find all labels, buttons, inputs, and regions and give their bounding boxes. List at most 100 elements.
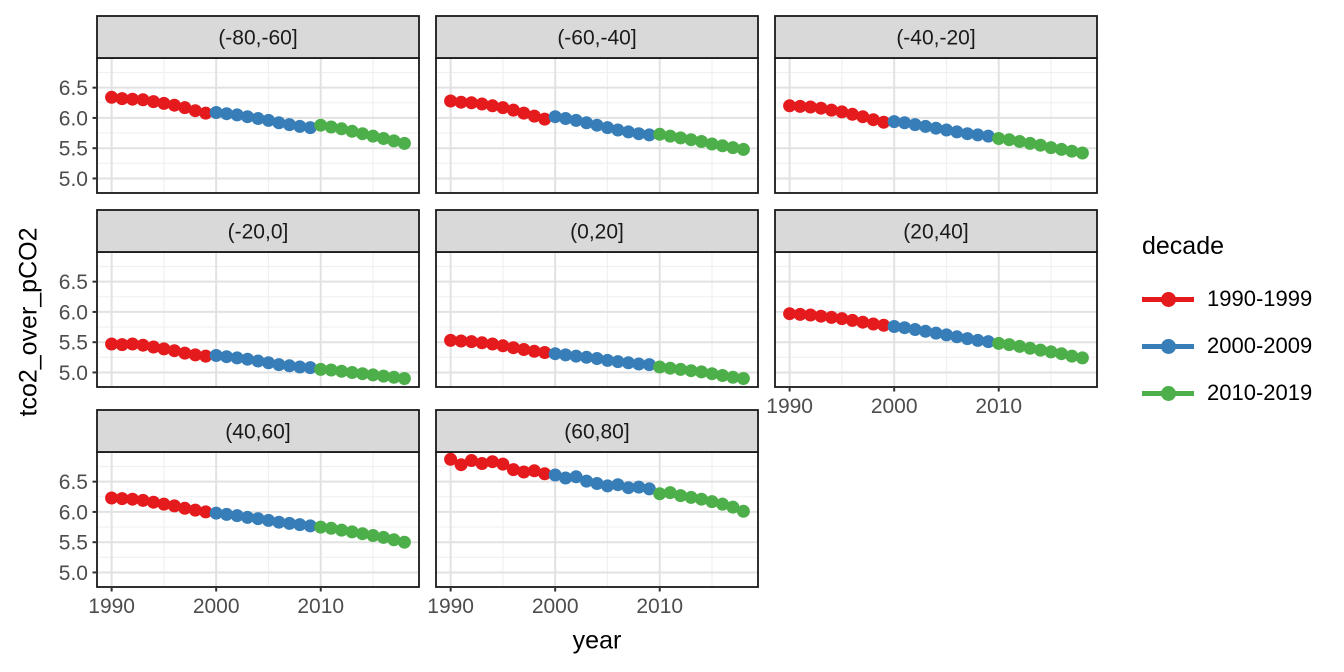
facet-strip-label: (-80,-60] — [218, 27, 297, 50]
data-point — [877, 115, 891, 129]
y-tick-label: 6.0 — [59, 501, 88, 524]
data-point — [506, 341, 520, 355]
y-tick-label: 5.5 — [59, 332, 88, 355]
facet-strip-label: (-20,0] — [228, 221, 289, 244]
data-point — [611, 123, 625, 137]
data-point — [345, 525, 359, 539]
data-point — [335, 122, 349, 136]
data-point — [366, 368, 380, 382]
data-point — [793, 307, 807, 321]
data-point — [105, 337, 119, 351]
legend-label: 2000-2009 — [1207, 333, 1313, 358]
data-point — [303, 519, 317, 533]
data-point — [444, 452, 458, 466]
data-point — [569, 113, 583, 127]
data-point — [538, 112, 552, 126]
data-point — [684, 133, 698, 147]
data-point — [856, 110, 870, 124]
data-point — [783, 307, 797, 321]
data-point — [486, 455, 499, 469]
data-point — [1044, 345, 1058, 359]
data-point — [1013, 135, 1027, 148]
legend-item-2010-2019: 2010-2019 — [1142, 379, 1312, 407]
data-point — [601, 121, 614, 135]
data-point — [262, 513, 275, 527]
x-tick-label: 1990 — [427, 595, 474, 618]
data-point — [632, 357, 646, 371]
data-point — [866, 317, 880, 331]
data-point — [454, 95, 468, 109]
data-point — [115, 338, 129, 352]
data-point — [230, 351, 244, 365]
data-point — [147, 495, 160, 509]
data-point — [282, 118, 296, 132]
data-point — [178, 346, 192, 360]
data-point — [736, 142, 750, 156]
y-tick-label: 6.5 — [59, 271, 88, 294]
data-point — [178, 501, 192, 515]
data-point — [981, 129, 995, 143]
legend-key-line-dot-icon — [1142, 285, 1194, 313]
x-tick-label: 1990 — [88, 595, 135, 618]
facet-points — [783, 307, 1089, 365]
data-point — [695, 492, 708, 506]
data-point — [272, 515, 286, 529]
data-point — [726, 370, 740, 384]
data-point — [136, 493, 150, 507]
data-point — [251, 112, 265, 125]
data-point — [601, 479, 614, 493]
data-point — [293, 518, 307, 532]
data-point — [397, 136, 411, 150]
x-tick-label: 2010 — [297, 595, 344, 618]
data-point — [716, 497, 729, 511]
data-point — [496, 457, 510, 471]
facet-(-60,-40]: (-60,-40] — [435, 15, 759, 194]
data-point — [105, 491, 119, 505]
data-point — [282, 516, 296, 530]
data-point — [377, 530, 390, 544]
data-point — [324, 521, 338, 535]
data-point — [1034, 343, 1047, 357]
data-point — [387, 134, 401, 148]
data-point — [674, 489, 688, 503]
data-point — [695, 135, 708, 148]
facet-(40,60]: (40,60] 5.0 5.5 6.0 6.5 1990 2000 2010 — [59, 409, 420, 618]
data-point — [454, 334, 468, 348]
data-point — [486, 99, 499, 113]
data-point — [126, 492, 139, 506]
data-point — [814, 309, 828, 323]
data-point — [506, 103, 520, 117]
data-point — [335, 523, 349, 537]
facet-points — [444, 452, 750, 518]
data-point — [716, 139, 729, 153]
legend-key-line-dot-icon — [1142, 332, 1194, 360]
facet-strip — [435, 409, 759, 453]
data-point — [674, 131, 688, 145]
data-point — [241, 510, 254, 524]
facet-(-80,-60]: (-80,-60] 5.0 5.5 6.0 6.5 — [59, 15, 420, 194]
data-point — [971, 333, 985, 347]
facet-points — [105, 491, 411, 549]
data-point — [621, 125, 635, 139]
facet-(20,40]: (20,40] 1990 2000 2010 — [766, 209, 1098, 418]
facet-points — [444, 333, 750, 385]
data-point — [356, 127, 369, 141]
data-point — [971, 128, 985, 142]
data-point — [538, 467, 552, 481]
facet-(-40,-20]: (-40,-20] — [774, 15, 1098, 194]
data-point — [475, 457, 489, 470]
facet-strip-label: (20,40] — [903, 221, 968, 244]
data-point — [220, 507, 234, 521]
data-point — [1075, 351, 1089, 365]
data-point — [251, 512, 265, 526]
data-point — [157, 96, 171, 110]
data-point — [653, 127, 667, 141]
data-point — [856, 315, 870, 329]
data-point — [506, 463, 520, 477]
data-point — [590, 352, 604, 365]
data-point — [527, 464, 541, 478]
data-point — [387, 370, 401, 384]
data-point — [960, 127, 974, 141]
data-point — [793, 99, 807, 113]
